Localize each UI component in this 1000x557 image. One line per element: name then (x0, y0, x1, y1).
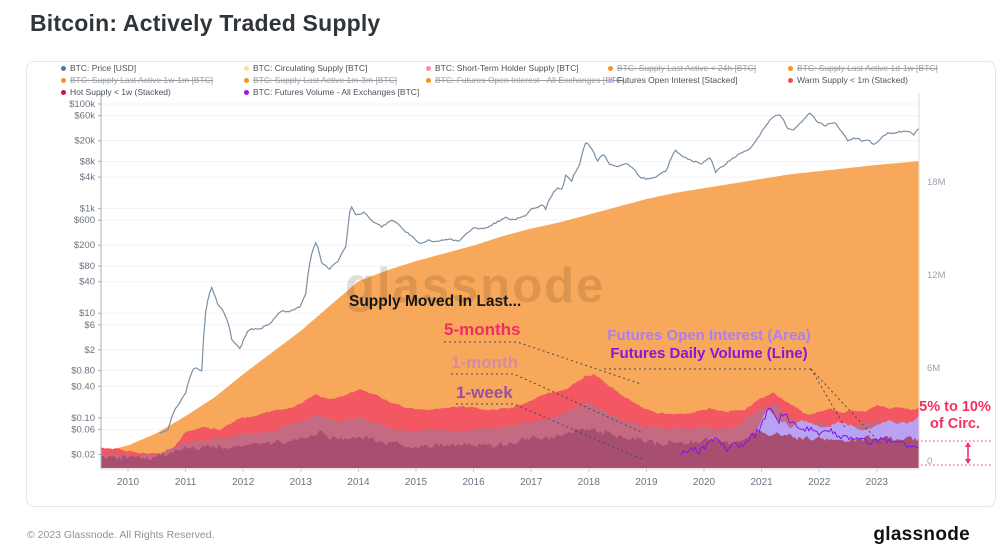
svg-text:2023: 2023 (866, 477, 889, 488)
legend-dot-icon (61, 65, 66, 71)
legend-label: Warm Supply < 1m (Stacked) (797, 75, 908, 85)
legend-label: BTC: Supply Last Active 1w-1m [BTC] (70, 75, 214, 85)
svg-text:2010: 2010 (117, 477, 140, 488)
legend-dot-icon (608, 77, 613, 83)
svg-text:2021: 2021 (750, 477, 773, 488)
svg-text:$0.80: $0.80 (71, 366, 95, 377)
svg-text:12M: 12M (927, 270, 946, 281)
legend-item[interactable]: BTC: Supply Last Active < 24h [BTC] (608, 63, 756, 73)
series-line (680, 407, 919, 456)
legend-item[interactable]: BTC: Short-Term Holder Supply [BTC] (426, 63, 579, 73)
svg-text:0: 0 (927, 456, 932, 467)
svg-text:2013: 2013 (290, 477, 313, 488)
page-title: Bitcoin: Actively Traded Supply (30, 10, 381, 36)
svg-text:2019: 2019 (635, 477, 658, 488)
legend-item[interactable]: Warm Supply < 1m (Stacked) (788, 75, 908, 85)
legend-item[interactable]: BTC: Supply Last Active 1m-3m [BTC] (244, 75, 397, 85)
legend-item[interactable]: BTC: Supply Last Active 1w-1m [BTC] (61, 75, 213, 85)
chart-plot-area[interactable]: $100k$60k$20k$8k$4k$1k$600$200$80$40$10$… (27, 62, 995, 506)
legend-dot-icon (788, 77, 793, 83)
svg-text:2018: 2018 (578, 477, 601, 488)
legend-label: Futures Open Interest [Stacked] (617, 75, 738, 85)
legend-dot-icon (244, 77, 249, 83)
series-area (101, 161, 919, 468)
series-area (101, 428, 919, 468)
legend-dot-icon (61, 77, 66, 83)
legend-label: BTC: Futures Volume - All Exchanges [BTC… (253, 87, 420, 97)
chart-legend: BTC: Price [USD] BTC: Circulating Supply … (27, 62, 995, 100)
svg-text:$0.02: $0.02 (71, 449, 95, 460)
annotation-futures-volume: Futures Daily Volume (Line) (610, 345, 808, 362)
svg-text:$100k: $100k (69, 99, 95, 110)
svg-text:$2: $2 (84, 345, 95, 356)
annotation-1-week: 1-week (456, 383, 513, 402)
svg-text:$0.10: $0.10 (71, 413, 95, 424)
legend-label: BTC: Supply Last Active 1d-1w [BTC] (797, 63, 938, 73)
legend-dot-icon (61, 89, 66, 95)
annotation-futures: Futures Open Interest (Area) Futures Dai… (579, 327, 839, 363)
svg-text:$8k: $8k (80, 156, 96, 167)
legend-dot-icon (426, 65, 431, 71)
legend-label: BTC: Supply Last Active < 24h [BTC] (617, 63, 757, 73)
svg-text:$6: $6 (84, 320, 95, 331)
svg-text:$80: $80 (79, 261, 95, 272)
svg-text:$1k: $1k (80, 204, 96, 215)
legend-label: BTC: Supply Last Active 1m-3m [BTC] (253, 75, 398, 85)
annotation-1-month: 1-month (451, 353, 519, 372)
legend-item[interactable]: BTC: Price [USD] (61, 63, 136, 73)
svg-text:2015: 2015 (405, 477, 428, 488)
svg-text:$200: $200 (74, 240, 95, 251)
svg-text:$10: $10 (79, 308, 95, 319)
annotation-pct-line2: of Circ. (930, 415, 980, 432)
legend-dot-icon (244, 89, 249, 95)
svg-text:2012: 2012 (232, 477, 255, 488)
svg-text:$4k: $4k (80, 172, 96, 183)
svg-text:2017: 2017 (520, 477, 543, 488)
legend-label: BTC: Short-Term Holder Supply [BTC] (435, 63, 579, 73)
legend-label: BTC: Futures Open Interest - All Exchang… (435, 75, 625, 85)
svg-text:6M: 6M (927, 363, 940, 374)
annotation-pct-line1: 5% to 10% (919, 399, 991, 415)
legend-dot-icon (244, 65, 249, 71)
legend-dot-icon (788, 65, 793, 71)
legend-label: BTC: Price [USD] (70, 63, 137, 73)
annotation-pct-of-circ: 5% to 10% of Circ. (915, 399, 995, 432)
legend-item[interactable]: BTC: Futures Open Interest - All Exchang… (426, 75, 624, 85)
svg-text:2014: 2014 (347, 477, 370, 488)
annotation-supply-moved: Supply Moved In Last... (349, 293, 522, 310)
chart-card: BTC: Price [USD] BTC: Circulating Supply … (26, 61, 996, 507)
legend-label: Hot Supply < 1w (Stacked) (70, 87, 171, 97)
svg-text:2011: 2011 (175, 477, 197, 488)
svg-text:2022: 2022 (808, 477, 831, 488)
legend-item[interactable]: BTC: Futures Volume - All Exchanges [BTC… (244, 87, 419, 97)
legend-item[interactable]: Hot Supply < 1w (Stacked) (61, 87, 171, 97)
annotation-5-months: 5-months (444, 320, 521, 339)
series-line (159, 112, 920, 434)
legend-dot-icon (426, 77, 431, 83)
svg-text:$0.40: $0.40 (71, 381, 95, 392)
svg-text:$0.06: $0.06 (71, 424, 95, 435)
svg-text:$60k: $60k (74, 111, 95, 122)
legend-dot-icon (608, 65, 613, 71)
legend-item[interactable]: Futures Open Interest [Stacked] (608, 75, 737, 85)
svg-text:$40: $40 (79, 277, 95, 288)
annotation-futures-oi: Futures Open Interest (Area) (607, 327, 811, 344)
legend-item[interactable]: BTC: Supply Last Active 1d-1w [BTC] (788, 63, 938, 73)
footer-copyright: © 2023 Glassnode. All Rights Reserved. (27, 529, 215, 541)
svg-text:2020: 2020 (693, 477, 716, 488)
glassnode-logo: glassnode (873, 524, 970, 545)
svg-text:18M: 18M (927, 177, 946, 188)
legend-item[interactable]: BTC: Circulating Supply [BTC] (244, 63, 367, 73)
legend-label: BTC: Circulating Supply [BTC] (253, 63, 368, 73)
svg-text:$20k: $20k (74, 136, 95, 147)
svg-text:2016: 2016 (462, 477, 485, 488)
svg-text:$600: $600 (74, 215, 95, 226)
